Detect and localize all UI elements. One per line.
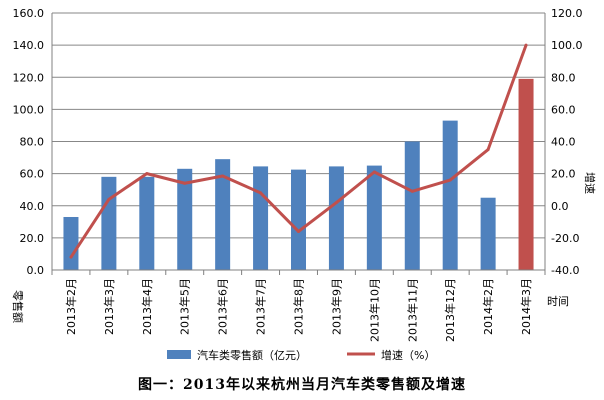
right-axis-ticks: -40.0 -20.0 0.0 20.0 40.0 60.0 80.0 100.0 120.0 [551,7,583,277]
left-tick-label: 60.0 [20,168,45,181]
bar [139,176,155,270]
axes [51,13,546,275]
right-axis-label: 增速 [583,172,597,194]
right-tick-label: 0.0 [551,200,569,213]
bar [480,197,496,270]
category-label: 2013年2月 [64,278,78,335]
gridlines [52,12,545,271]
line-series [69,43,528,259]
right-tick-label: 80.0 [551,71,576,84]
left-tick-label: 100.0 [13,103,45,116]
left-tick-label: 0.0 [27,264,45,277]
category-label: 2013年3月 [102,278,116,335]
left-tick-label: 140.0 [13,39,45,52]
category-label: 2013年10月 [367,278,381,342]
line-point [107,197,111,201]
line-point [372,170,376,174]
category-label: 2013年12月 [443,278,457,342]
category-label: 2013年11月 [405,278,419,342]
bar [366,165,382,270]
right-tick-label: -40.0 [551,264,579,277]
line-point [221,174,225,178]
bar [253,166,269,270]
line-point [334,201,338,205]
right-tick-label: 60.0 [551,103,576,116]
category-label: 2013年9月 [329,278,343,335]
right-tick-label: 20.0 [551,168,576,181]
legend-bar-label: 汽车类零售额（亿元） [197,348,307,362]
line-point [297,229,300,233]
legend: 汽车类零售额（亿元） 增速（%） [167,348,435,362]
line-point [486,148,490,152]
left-tick-label: 80.0 [20,136,45,149]
combo-chart: 0.020.040.060.080.0100.0120.0140.0160.0 … [11,7,597,362]
category-label: 2014年3月 [519,278,533,335]
line-point [145,172,149,176]
line-point [183,181,187,185]
category-label: 2013年6月 [216,278,230,335]
bar [291,169,306,270]
left-tick-label: 160.0 [13,7,45,20]
category-label: 2013年7月 [254,278,268,335]
bar [215,159,231,270]
figure-caption: 图一：2013年以来杭州当月汽车类零售额及增速 [138,377,466,393]
category-label: 2013年4月 [140,278,154,335]
line-point [410,189,414,193]
bar [404,141,420,270]
left-axis-ticks: 0.0 20.0 40.0 60.0 80.0 100.0 120.0 140.0 160.0 [13,7,45,277]
left-tick-label: 20.0 [20,232,45,245]
category-label: 2013年8月 [292,278,306,335]
category-label: 2013年5月 [178,278,192,335]
right-tick-label: 120.0 [551,7,583,20]
legend-line-label: 增速（%） [381,348,435,362]
bar [101,176,117,270]
x-axis-categories: 2013年2月 2013年3月 2013年4月 2013年5月 2013年6月 2013年… [64,278,533,342]
left-tick-label: 40.0 [20,200,45,213]
category-label: 2014年2月 [481,278,495,335]
bar [328,166,344,270]
bar [518,78,534,270]
line-point [448,178,452,182]
x-axis-label: 时间 [547,295,569,308]
line-point [69,255,73,259]
right-tick-label: 100.0 [551,39,583,52]
line-point [259,191,263,195]
bar-series [63,78,534,271]
bar [63,216,79,270]
line-point [524,43,528,47]
right-tick-label: -20.0 [551,232,579,245]
bar [177,168,193,270]
legend-bar-swatch [167,350,191,359]
left-tick-label: 120.0 [13,71,45,84]
left-axis-label: 零售额 [11,290,25,323]
right-tick-label: 40.0 [551,136,576,149]
bar [442,120,458,271]
